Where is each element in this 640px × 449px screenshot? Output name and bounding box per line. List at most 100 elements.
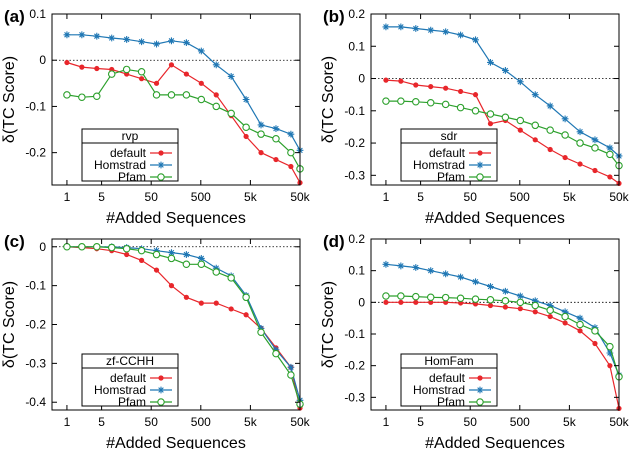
plot-frame	[370, 238, 620, 411]
marker-star-12	[561, 308, 569, 316]
marker-dot-7	[487, 302, 494, 309]
marker-circle-legend-2	[476, 398, 484, 406]
marker-dot-3	[428, 299, 434, 305]
y-tick-label: -0.2	[344, 359, 365, 373]
marker-dot-1	[398, 78, 404, 84]
x-tick-label: 50	[464, 190, 478, 204]
marker-star-4	[442, 28, 450, 36]
marker-star-14	[591, 136, 599, 144]
marker-circle-0	[63, 243, 71, 251]
chart-panel-4: (d) 0.2 0.1 0 -0.1 -0.2 -0.3 1 5 50 500 5k 50k #Added…	[320, 232, 630, 449]
y-tick-label: 0	[358, 295, 365, 309]
marker-dot-legend-0	[158, 375, 164, 381]
marker-circle-legend-2	[157, 398, 165, 406]
marker-star-11	[546, 102, 554, 110]
marker-star-8	[182, 39, 190, 47]
marker-dot-legend-0	[477, 150, 483, 156]
y-axis-title: δ(TC Score)	[1, 281, 18, 368]
marker-star-15	[606, 144, 614, 152]
marker-circle-6	[471, 107, 480, 115]
marker-circle-8	[501, 296, 510, 305]
marker-circle-15	[287, 148, 295, 157]
x-tick-label: 50	[145, 190, 159, 204]
marker-dot-6	[472, 92, 479, 98]
marker-star-11	[227, 72, 235, 80]
marker-dot-7	[487, 121, 494, 127]
marker-star-legend-1	[476, 161, 484, 169]
marker-circle-15	[606, 342, 614, 351]
marker-dot-13	[577, 161, 583, 167]
marker-dot-7	[168, 62, 175, 68]
marker-star-10	[531, 297, 539, 305]
marker-dot-15	[607, 174, 613, 180]
marker-star-7	[168, 249, 175, 257]
legend-title: zf-CCHH	[106, 354, 154, 368]
marker-dot-0	[383, 299, 389, 305]
marker-circle-7	[167, 91, 176, 99]
marker-dot-10	[532, 309, 538, 315]
marker-circle-12	[242, 293, 250, 302]
y-tick-label: 0	[358, 72, 365, 86]
marker-star-14	[272, 125, 280, 133]
marker-circle-12	[561, 131, 569, 139]
y-tick-label: -0.4	[25, 395, 46, 409]
marker-dot-1	[398, 299, 404, 305]
marker-star-0	[382, 23, 390, 31]
x-tick-label: 5k	[244, 190, 258, 204]
marker-circle-14	[272, 349, 280, 358]
marker-star-7	[487, 58, 494, 66]
marker-star-6	[153, 247, 160, 255]
y-tick-label: -0.2	[25, 146, 46, 160]
marker-circle-4	[122, 65, 131, 74]
legend-entry-label: Homstrad	[94, 383, 146, 397]
marker-star-7	[487, 283, 494, 290]
x-tick-label: 5	[98, 190, 105, 204]
marker-dot-3	[428, 83, 434, 90]
legend-entry-label: Homstrad	[94, 158, 146, 172]
marker-star-2	[93, 32, 101, 40]
y-tick-label: -0.3	[344, 168, 365, 182]
y-tick-label: -0.2	[25, 318, 46, 332]
y-tick-label: -0.3	[25, 356, 46, 370]
marker-dot-11	[228, 306, 234, 312]
marker-circle-3	[426, 98, 435, 107]
marker-circle-9	[516, 116, 525, 125]
marker-circle-11	[546, 126, 554, 134]
y-tick-label: 0	[39, 53, 46, 67]
marker-circle-0	[63, 91, 71, 99]
marker-dot-2	[413, 299, 419, 305]
marker-dot-14	[592, 167, 598, 174]
chart-panel-1: (a) 0.1 0 -0.1 -0.2 1 5 50 500 5k 50k #Added Sequen…	[1, 7, 311, 227]
y-axis-title: δ(TC Score)	[320, 281, 337, 368]
x-axis-title: #Added Sequences	[425, 210, 565, 227]
y-tick-label: -0.1	[344, 327, 365, 341]
marker-circle-4	[441, 293, 450, 302]
marker-circle-3	[107, 243, 116, 252]
marker-circle-4	[122, 244, 131, 253]
marker-circle-9	[197, 260, 206, 269]
plot-frame	[51, 13, 301, 186]
marker-star-10	[531, 91, 539, 99]
plot-frame	[370, 13, 620, 186]
panel-label: (a)	[4, 7, 25, 26]
x-axis-title: #Added Sequences	[425, 435, 565, 449]
x-tick-label: 50	[464, 415, 478, 429]
marker-circle-15	[287, 371, 295, 379]
marker-circle-2	[93, 243, 101, 251]
marker-circle-8	[182, 260, 191, 269]
marker-star-13	[576, 128, 584, 136]
marker-circle-6	[152, 91, 161, 99]
marker-circle-9	[516, 298, 525, 307]
x-tick-label: 5	[98, 415, 105, 429]
marker-circle-15	[606, 150, 614, 159]
marker-dot-13	[258, 150, 264, 156]
marker-dot-15	[607, 363, 613, 369]
y-tick-label: 0	[39, 240, 46, 254]
x-tick-label: 50	[145, 415, 159, 429]
x-tick-label: 1	[64, 415, 71, 429]
x-tick-label: 50k	[609, 415, 629, 429]
x-tick-label: 5k	[244, 415, 258, 429]
marker-star-9	[516, 292, 524, 300]
